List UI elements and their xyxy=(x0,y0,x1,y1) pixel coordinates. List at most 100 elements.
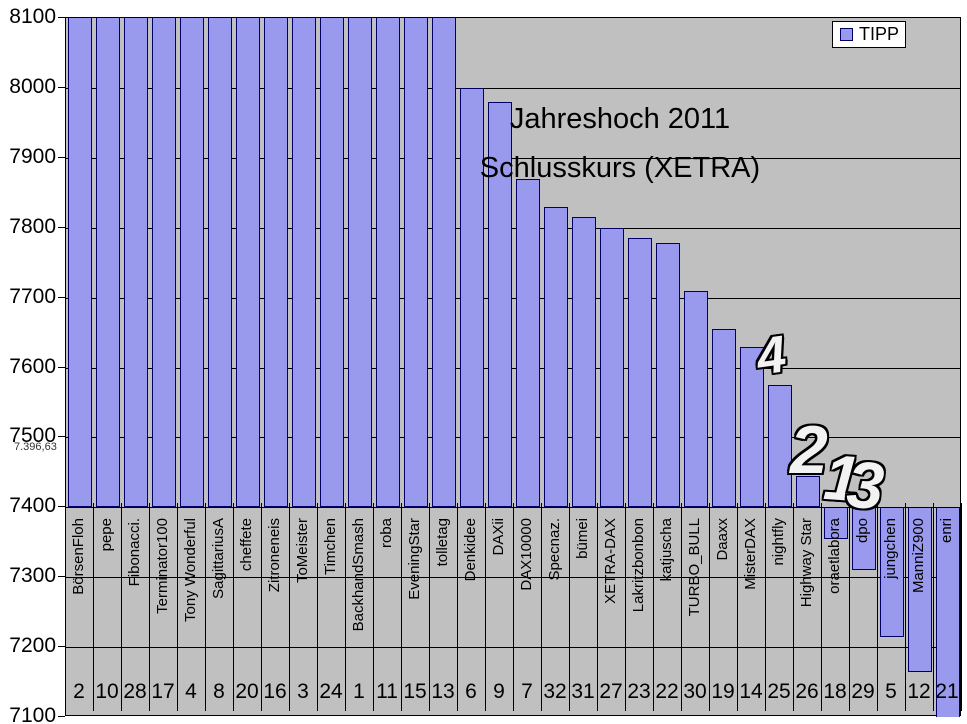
rank-overlay-3: 3 xyxy=(844,446,887,524)
bar-Daaxx xyxy=(712,329,736,508)
category-label-BörsenFloh: BörsenFloh xyxy=(70,518,87,595)
tip-number-EveningStar: 15 xyxy=(403,680,427,703)
bar-pepe xyxy=(96,18,120,508)
category-divider xyxy=(821,503,822,711)
bar-cheffete xyxy=(236,18,260,508)
tip-number-dpo: 29 xyxy=(851,680,875,703)
category-label-Tony Wonderful: Tony Wonderful xyxy=(182,518,199,622)
category-divider xyxy=(177,503,178,711)
y-axis-label-7900: 7900 xyxy=(9,144,56,168)
tip-number-bümei: 31 xyxy=(571,680,595,703)
gridline-7600 xyxy=(66,367,960,369)
category-divider xyxy=(345,503,346,711)
tip-number-MisterDAX: 14 xyxy=(739,680,763,703)
category-divider xyxy=(681,503,682,711)
tip-number-pepe: 10 xyxy=(95,680,119,703)
category-divider xyxy=(65,503,66,711)
category-label-Highway Star: Highway Star xyxy=(798,518,815,608)
category-divider xyxy=(849,503,850,711)
y-axis-tick-7100 xyxy=(58,716,65,717)
category-label-oraetlabora: oraetlabora xyxy=(826,518,843,594)
tip-number-ManniZ900: 12 xyxy=(907,680,931,703)
tip-number-Tony Wonderful: 4 xyxy=(185,680,197,703)
y-axis-label-7100: 7100 xyxy=(9,704,56,724)
bar-ToMeister xyxy=(292,18,316,508)
gridline-7900 xyxy=(66,157,960,159)
tip-number-tolletag: 13 xyxy=(431,680,455,703)
category-divider xyxy=(429,503,430,711)
chart-title-line2: Schlusskurs (XETRA) xyxy=(479,152,761,184)
category-label-DAXii: DAXii xyxy=(490,518,507,556)
y-axis-label-7700: 7700 xyxy=(9,284,56,308)
category-label-ManniZ900: ManniZ900 xyxy=(910,518,927,594)
category-divider xyxy=(401,503,402,711)
bar-Denkidee xyxy=(460,87,484,508)
category-divider xyxy=(317,503,318,711)
tip-number-Fibonacci.: 28 xyxy=(123,680,147,703)
category-label-Specnaz.: Specnaz. xyxy=(546,518,563,581)
category-label-dpo: dpo xyxy=(854,518,871,544)
y-axis-label-7800: 7800 xyxy=(9,214,56,238)
category-divider xyxy=(933,503,934,711)
y-axis-tick-7500 xyxy=(58,436,65,438)
y-axis-label-7500: 7500 xyxy=(9,424,56,448)
y-axis-tick-8100 xyxy=(58,17,65,18)
tip-number-jungchen: 5 xyxy=(885,680,897,703)
tip-number-katjuscha: 22 xyxy=(655,680,679,703)
category-divider xyxy=(149,503,150,711)
category-divider xyxy=(289,503,290,711)
category-divider xyxy=(121,503,122,711)
category-divider xyxy=(373,503,374,711)
tip-number-BackhandSmash: 1 xyxy=(353,680,365,703)
bar-bümei xyxy=(572,217,596,508)
tip-number-TURBO_BULL: 30 xyxy=(683,680,707,703)
y-axis-tick-7200 xyxy=(58,646,65,648)
tip-number-Daaxx: 19 xyxy=(711,680,735,703)
tip-number-oraetlabora: 18 xyxy=(823,680,847,703)
tip-number-cheffete: 20 xyxy=(235,680,259,703)
bar-Lakritzbonbon xyxy=(628,238,652,508)
bar-Highway Star xyxy=(796,475,820,508)
y-axis-label-7300: 7300 xyxy=(9,564,56,588)
category-label-Fibonacci.: Fibonacci. xyxy=(126,518,143,587)
category-divider xyxy=(961,503,962,711)
category-label-katjuscha: katjuscha xyxy=(658,518,675,582)
category-label-Denkidee: Denkidee xyxy=(462,518,479,582)
bar-Specnaz. xyxy=(544,206,568,508)
tip-number-Lakritzbonbon: 23 xyxy=(627,680,651,703)
category-divider xyxy=(569,503,570,711)
tip-number-ToMeister: 3 xyxy=(297,680,309,703)
current-value-annotation: 7.396,63 xyxy=(14,441,57,453)
category-label-enri: enri xyxy=(938,518,955,544)
tip-number-DAXii: 9 xyxy=(493,680,505,703)
bar-MisterDAX xyxy=(740,346,764,508)
category-label-Lakritzbonbon: Lakritzbonbon xyxy=(630,518,647,613)
category-divider xyxy=(653,503,654,711)
category-label-nightfly: nightfly xyxy=(770,518,787,566)
category-divider xyxy=(709,503,710,711)
category-divider xyxy=(877,503,878,711)
bar-TURBO_BULL xyxy=(684,290,708,508)
y-axis-tick-7400 xyxy=(58,506,65,508)
y-axis-tick-7300 xyxy=(58,576,65,578)
category-divider xyxy=(485,503,486,711)
category-divider xyxy=(457,503,458,711)
category-label-MisterDAX: MisterDAX xyxy=(742,518,759,590)
tip-number-XETRA-DAX: 27 xyxy=(599,680,623,703)
category-label-EveningStar: EveningStar xyxy=(406,518,423,600)
y-axis-tick-8000 xyxy=(58,86,65,88)
bar-nightfly xyxy=(768,385,792,508)
bar-oraetlabora xyxy=(824,507,848,539)
bar-BackhandSmash xyxy=(348,18,372,508)
bar-dpo xyxy=(852,507,876,571)
category-label-Terminator100: Terminator100 xyxy=(154,518,171,614)
chart-title-line1: Jahreshoch 2011 xyxy=(509,103,731,135)
plot-area xyxy=(65,17,961,717)
tip-number-Timchen: 24 xyxy=(319,680,343,703)
category-label-Zitroneneis: Zitroneneis xyxy=(266,518,283,593)
tip-number-Zitroneneis: 16 xyxy=(263,680,287,703)
category-divider xyxy=(93,503,94,711)
category-divider xyxy=(541,503,542,711)
gridline-7500 xyxy=(66,437,960,439)
category-divider xyxy=(513,503,514,711)
